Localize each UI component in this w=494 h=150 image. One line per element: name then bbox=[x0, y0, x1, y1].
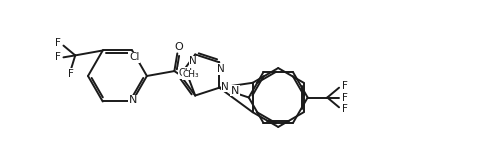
Text: F: F bbox=[342, 93, 348, 102]
Text: Cl: Cl bbox=[129, 52, 139, 62]
Text: N: N bbox=[221, 82, 229, 92]
Text: N: N bbox=[217, 64, 225, 74]
Text: F: F bbox=[68, 69, 74, 79]
Text: CH₃: CH₃ bbox=[178, 68, 197, 78]
Text: N: N bbox=[231, 86, 239, 96]
Text: N: N bbox=[189, 56, 197, 66]
Text: F: F bbox=[55, 38, 60, 48]
Text: CH₃: CH₃ bbox=[183, 70, 200, 79]
Text: O: O bbox=[174, 42, 183, 52]
Text: F: F bbox=[342, 81, 348, 91]
Text: N: N bbox=[129, 96, 137, 105]
Text: F: F bbox=[342, 104, 348, 114]
Text: F: F bbox=[55, 52, 60, 62]
